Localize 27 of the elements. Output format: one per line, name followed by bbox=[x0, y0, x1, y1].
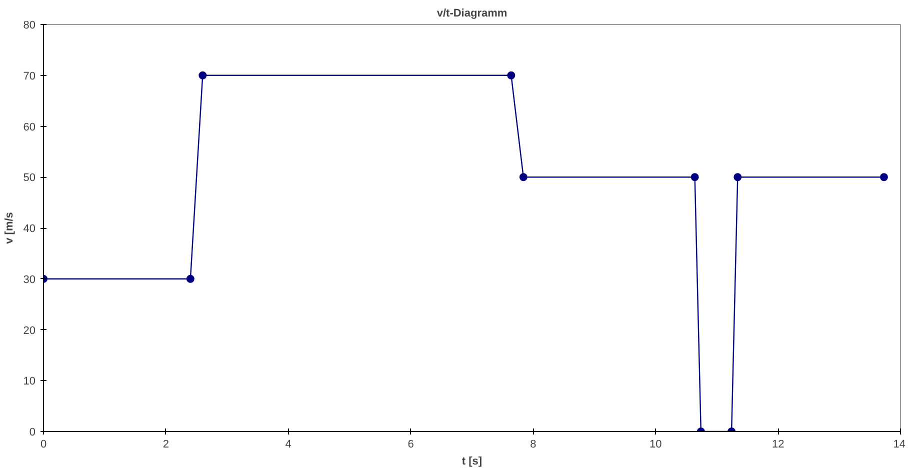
point bbox=[519, 173, 528, 182]
x-axis-title: t [s] bbox=[462, 456, 482, 468]
y-tick-label: 50 bbox=[23, 172, 36, 184]
point bbox=[734, 173, 742, 182]
x-tick-label: 6 bbox=[408, 438, 414, 450]
point bbox=[186, 274, 194, 283]
y-tick-label: 20 bbox=[23, 324, 36, 337]
x-tick-label: 0 bbox=[40, 438, 47, 450]
y-axis-title: v [m/s bbox=[3, 212, 16, 244]
x-tick-label: 10 bbox=[650, 438, 662, 450]
x-tick-label: 8 bbox=[530, 438, 536, 450]
x-tick-label: 4 bbox=[285, 438, 292, 450]
point bbox=[507, 71, 516, 80]
x-tick-label: 14 bbox=[893, 438, 906, 450]
y-tick-label: 60 bbox=[23, 121, 36, 134]
point bbox=[198, 71, 207, 80]
y-tick-label: 10 bbox=[23, 376, 36, 388]
point bbox=[690, 173, 699, 182]
x-tick-label: 12 bbox=[772, 438, 784, 450]
x-tick-label: 2 bbox=[162, 438, 169, 450]
y-tick-label: 70 bbox=[23, 70, 36, 82]
y-tick-label: 80 bbox=[23, 20, 36, 32]
chart-title: v/t-Diagramm bbox=[436, 8, 508, 20]
y-tick-label: 40 bbox=[23, 223, 36, 235]
y-tick-label: 0 bbox=[29, 426, 36, 438]
point bbox=[880, 173, 888, 182]
y-tick-label: 30 bbox=[23, 274, 36, 286]
